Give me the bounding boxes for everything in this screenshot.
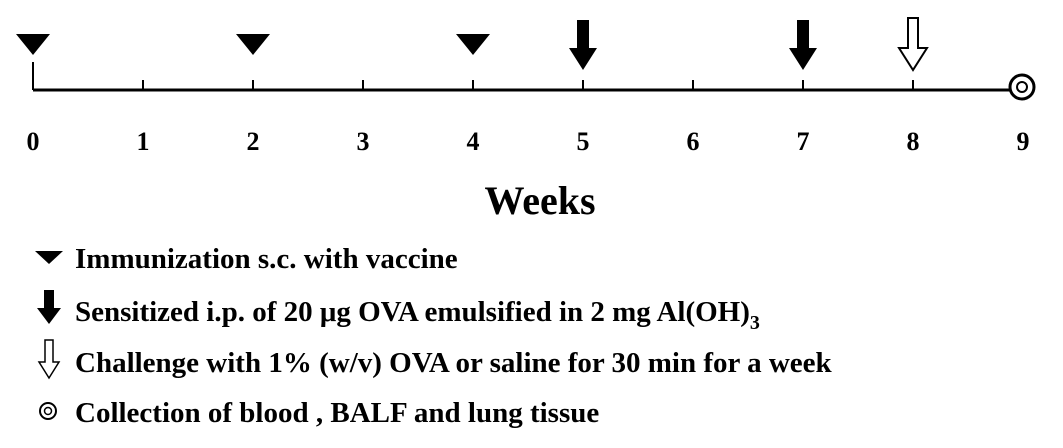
tick-label: 6: [687, 127, 700, 156]
challenge-arrow: [897, 17, 929, 72]
collection-marker: [1008, 73, 1036, 101]
immunization-marker: [236, 34, 270, 55]
legend-text: Challenge with 1% (w/v) OVA or saline fo…: [75, 347, 833, 379]
legend-circle-icon: [43, 406, 53, 416]
legend-triangle: [35, 251, 63, 264]
sensitization-arrow: [789, 20, 817, 70]
legend-text: Immunization s.c. with vaccine: [75, 243, 458, 275]
tick-label: 4: [467, 127, 480, 156]
tick-label: 5: [577, 127, 590, 156]
collection-marker-inner: [1016, 81, 1028, 93]
legend-text: Sensitized i.p. of 20 μg OVA emulsified …: [75, 296, 760, 334]
tick-label: 3: [357, 127, 370, 156]
legend-text: Collection of blood , BALF and lung tiss…: [75, 397, 599, 429]
immunization-marker: [456, 34, 490, 55]
legend-subscript: 3: [750, 312, 760, 334]
legend-filled-arrow: [37, 290, 61, 324]
sensitization-arrow: [569, 20, 597, 70]
tick-label: 2: [247, 127, 260, 156]
legend-open-arrow: [37, 339, 61, 380]
tick-label: 7: [797, 127, 810, 156]
immunization-marker: [16, 34, 50, 55]
tick-label: 9: [1017, 127, 1030, 156]
tick-label: 8: [907, 127, 920, 156]
tick-label: 1: [137, 127, 150, 156]
legend-text: Sensitized i.p. of 20 μg OVA emulsified …: [75, 296, 750, 328]
tick-label: 0: [27, 127, 40, 156]
legend-circle-icon: [39, 402, 57, 420]
axis-title: Weeks: [484, 178, 595, 223]
